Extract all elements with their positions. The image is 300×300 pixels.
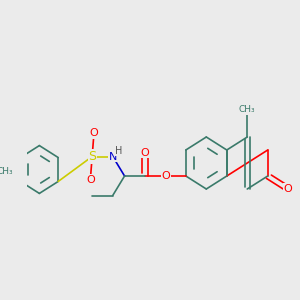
- Text: O: O: [86, 175, 95, 185]
- Text: S: S: [88, 150, 96, 163]
- Text: O: O: [284, 184, 292, 194]
- Text: O: O: [161, 171, 170, 181]
- Text: CH₃: CH₃: [0, 167, 14, 176]
- Text: CH₃: CH₃: [239, 105, 256, 114]
- Text: N: N: [109, 152, 117, 161]
- Text: O: O: [90, 128, 98, 138]
- Text: H: H: [116, 146, 123, 155]
- Text: O: O: [141, 148, 149, 158]
